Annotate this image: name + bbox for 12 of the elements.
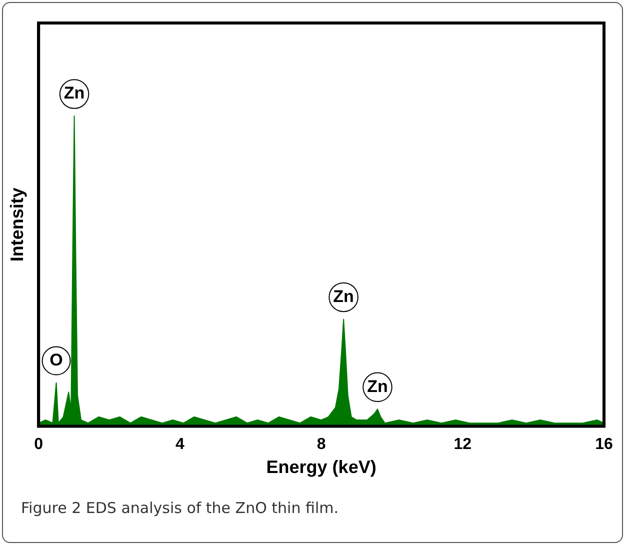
x-tick-label: 8 [316,436,326,454]
annotation: Zn [64,84,85,103]
caption: Figure 2 EDS analysis of the ZnO thin film. [21,499,338,517]
x-axis-title: Energy (keV) [266,457,376,478]
x-tick-label: 16 [595,436,613,454]
x-tick-label: 0 [34,436,44,454]
x-tick-label: 12 [454,436,472,454]
annotation: Zn [333,286,354,306]
x-tick-label: 4 [175,436,184,454]
annotation: O [50,350,63,370]
y-axis-title: Intensity [6,188,27,262]
annotation: Zn [367,376,388,396]
